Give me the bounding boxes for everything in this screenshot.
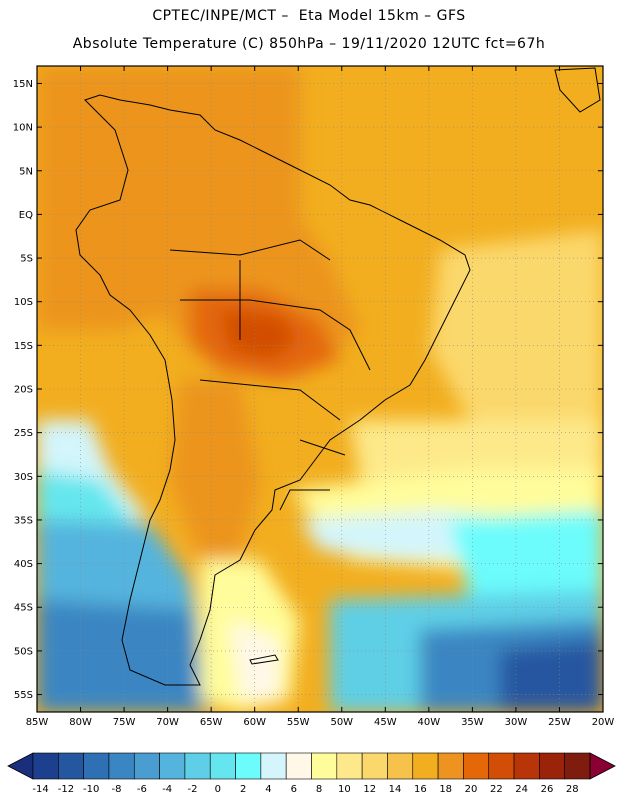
latitude-labels: 15N 10N 5N EQ 5S 10S 15S 20S 25S 30S 35S 40S 45S 50S 5… <box>13 79 33 701</box>
lat-label: 15S <box>14 341 33 352</box>
colorbar-labels: -14 -12 -10 -8 -6 -4 -2 0 2 4 6 8 10 12 14 16 18 20 22 24 26… <box>32 784 578 795</box>
lon-label: 75W <box>113 717 136 728</box>
colorbar-swatch <box>336 752 363 780</box>
colorbar-swatch <box>133 752 160 780</box>
colorbar-swatch <box>159 752 186 780</box>
colorbar-label: -10 <box>83 784 99 795</box>
colorbar-swatch <box>437 752 464 780</box>
coastline <box>75 67 601 686</box>
lon-label: 80W <box>69 717 92 728</box>
colorbar-swatch <box>539 752 565 780</box>
colorbar-swatch <box>108 752 135 780</box>
colorbar-swatch <box>564 752 591 780</box>
map-title-line-2: Absolute Temperature (C) 850hPa – 19/11/… <box>72 36 546 52</box>
lat-label: 35S <box>14 515 33 526</box>
lon-label: 40W <box>418 717 441 728</box>
colorbar-underflow-arrow <box>7 752 34 780</box>
colorbar-label: 8 <box>316 784 322 795</box>
colorbar-swatch <box>184 752 211 780</box>
lat-label: 25S <box>14 428 33 439</box>
colorbar-swatch <box>361 752 388 780</box>
colorbar-swatch <box>412 752 439 780</box>
lon-label: 60W <box>243 717 266 728</box>
colorbar-swatch <box>209 752 236 780</box>
colorbar-swatch <box>58 752 84 780</box>
lat-label: 55S <box>14 690 33 701</box>
colorbar-label: 24 <box>515 784 528 795</box>
colorbar-overflow-arrow <box>589 752 616 780</box>
lat-label: 5N <box>19 166 33 177</box>
lon-label: 20W <box>592 717 615 728</box>
axis-ticks <box>36 66 604 712</box>
colorbar-label: -4 <box>162 784 172 795</box>
colorbar-swatch <box>387 752 414 780</box>
lat-label: 45S <box>14 603 33 614</box>
lat-label: 40S <box>14 559 33 570</box>
colorbar-label: 18 <box>439 784 452 795</box>
lat-label: 20S <box>14 385 33 396</box>
colorbar-label: 12 <box>363 784 376 795</box>
colorbar-label: -8 <box>112 784 122 795</box>
colorbar-label: -6 <box>137 784 147 795</box>
lon-label: 70W <box>156 717 179 728</box>
lat-label: 10N <box>13 123 33 134</box>
colorbar-label: 14 <box>389 784 402 795</box>
colorbar-label: -12 <box>58 784 74 795</box>
colorbar-label: 16 <box>414 784 427 795</box>
colorbar-label: -14 <box>32 784 48 795</box>
lat-label: 5S <box>20 254 33 265</box>
colorbar-label: 4 <box>265 784 271 795</box>
map-title-line-1: CPTEC/INPE/MCT – Eta Model 15km – GFS <box>152 8 466 24</box>
colorbar-swatch <box>32 752 59 780</box>
lon-label: 25W <box>548 717 571 728</box>
colorbar-label: 6 <box>291 784 297 795</box>
lat-label: EQ <box>19 210 33 221</box>
colorbar-swatch <box>488 752 515 780</box>
colorbar-label: 10 <box>338 784 351 795</box>
lon-label: 65W <box>200 717 223 728</box>
lon-label: 55W <box>287 717 310 728</box>
lat-label: 30S <box>14 472 33 483</box>
colorbar <box>7 752 616 780</box>
colorbar-swatch <box>83 752 110 780</box>
lon-label: 35W <box>461 717 484 728</box>
lon-label: 50W <box>330 717 353 728</box>
lon-label: 85W <box>26 717 49 728</box>
colorbar-swatch <box>260 752 287 780</box>
colorbar-label: 2 <box>240 784 246 795</box>
colorbar-swatch <box>285 752 312 780</box>
lat-label: 15N <box>13 79 33 90</box>
lon-label: 45W <box>374 717 397 728</box>
lon-label: 30W <box>505 717 528 728</box>
colorbar-label: -2 <box>188 784 198 795</box>
colorbar-label: 28 <box>566 784 579 795</box>
colorbar-swatch <box>463 752 490 780</box>
lat-label: 10S <box>14 297 33 308</box>
colorbar-swatch <box>513 752 540 780</box>
colorbar-label: 22 <box>490 784 503 795</box>
colorbar-swatch <box>311 752 338 780</box>
lat-label: 50S <box>14 646 33 657</box>
colorbar-label: 20 <box>465 784 478 795</box>
colorbar-swatch <box>235 752 262 780</box>
colorbar-label: 26 <box>541 784 554 795</box>
longitude-labels: 85W 80W 75W 70W 65W 60W 55W 50W 45W 40W 35W 30W 25W 2… <box>26 717 615 728</box>
temperature-field <box>37 66 603 712</box>
colorbar-label: 0 <box>215 784 221 795</box>
